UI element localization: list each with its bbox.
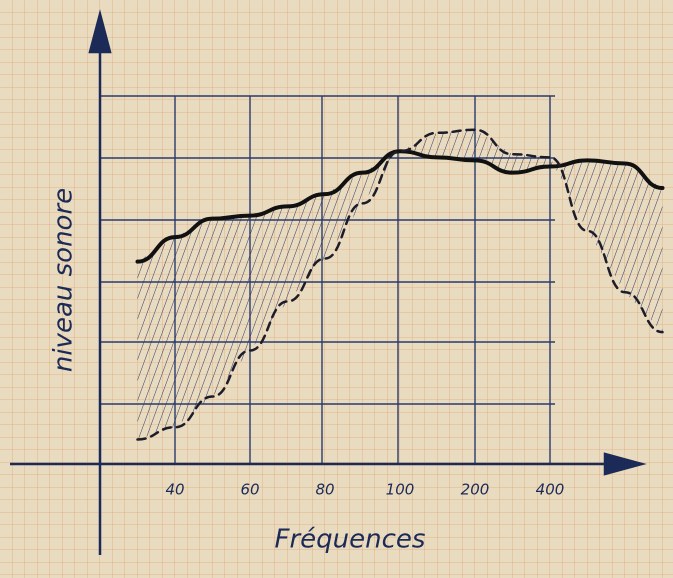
x-tick-label: 40 <box>165 481 184 499</box>
chart: niveau sonore Fréquences 40 60 80 100 200 400 <box>0 0 673 578</box>
x-tick-label: 100 <box>386 481 415 499</box>
x-tick-label: 80 <box>315 481 334 499</box>
x-axis-label: Fréquences <box>275 525 426 555</box>
x-tick-label: 60 <box>240 481 259 499</box>
page: {"chart_data": {"type": "line", "x_label… <box>0 0 673 578</box>
x-tick-label: 200 <box>461 481 490 499</box>
y-axis-label: niveau sonore <box>49 188 79 372</box>
x-tick-label: 400 <box>536 481 565 499</box>
